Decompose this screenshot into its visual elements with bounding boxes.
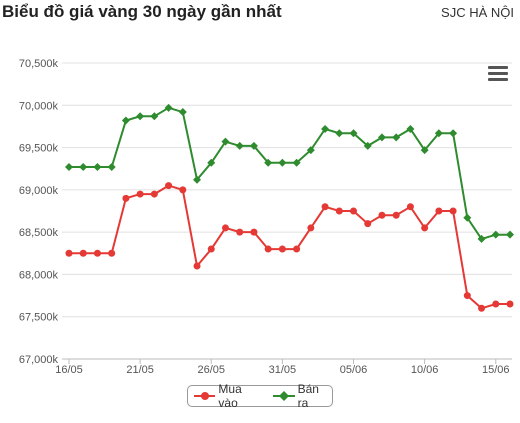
data-point-ban-ra	[150, 112, 159, 121]
data-point-ban-ra	[449, 129, 458, 138]
y-tick-label: 67,000k	[19, 354, 59, 366]
hamburger-menu-icon[interactable]	[488, 66, 508, 82]
y-tick-label: 70,500k	[19, 58, 59, 70]
data-point-mua-vao	[463, 292, 471, 300]
data-point-mua-vao	[335, 207, 343, 215]
data-point-mua-vao	[136, 190, 144, 198]
data-point-mua-vao	[321, 203, 329, 211]
data-point-mua-vao	[221, 224, 229, 232]
data-point-mua-vao	[65, 249, 73, 257]
data-point-mua-vao	[165, 182, 173, 190]
data-point-mua-vao	[264, 245, 272, 253]
data-point-mua-vao	[250, 228, 258, 236]
data-point-mua-vao	[364, 220, 372, 228]
data-point-ban-ra	[292, 158, 301, 167]
data-point-ban-ra	[321, 124, 330, 133]
data-point-ban-ra	[107, 163, 116, 172]
data-point-mua-vao	[307, 224, 315, 232]
data-point-ban-ra	[79, 163, 88, 172]
data-point-ban-ra	[207, 158, 216, 167]
data-point-mua-vao	[293, 245, 301, 253]
data-point-ban-ra	[491, 230, 500, 239]
data-point-mua-vao	[79, 249, 87, 257]
data-point-ban-ra	[193, 175, 202, 184]
chart-title: Biểu đồ giá vàng 30 ngày gần nhất	[2, 2, 282, 21]
data-point-mua-vao	[236, 228, 244, 236]
data-point-mua-vao	[435, 207, 443, 215]
data-point-mua-vao	[93, 249, 101, 257]
data-point-mua-vao	[278, 245, 286, 253]
location-label: SJC HÀ NỘI	[441, 5, 514, 20]
data-point-mua-vao	[506, 300, 514, 308]
data-point-ban-ra	[221, 137, 230, 146]
legend-marker-ban-ra	[273, 391, 295, 401]
data-point-mua-vao	[449, 207, 457, 215]
data-point-ban-ra	[121, 116, 130, 125]
series-line-ban-ra	[69, 106, 510, 241]
data-point-ban-ra	[363, 141, 372, 150]
data-point-ban-ra	[306, 146, 315, 155]
data-point-ban-ra	[377, 133, 386, 142]
data-point-mua-vao	[207, 245, 215, 253]
legend-label-mua-vao: Mua vào	[218, 382, 242, 410]
data-point-mua-vao	[122, 194, 130, 202]
data-point-ban-ra	[335, 129, 344, 138]
data-point-mua-vao	[179, 186, 187, 194]
data-point-mua-vao	[478, 304, 486, 312]
x-tick-label: 16/05	[55, 364, 83, 376]
data-point-ban-ra	[235, 141, 244, 150]
x-tick-label: 15/06	[482, 364, 510, 376]
data-point-mua-vao	[378, 211, 386, 219]
legend-item-ban-ra[interactable]: Bán ra	[273, 382, 332, 410]
data-point-ban-ra	[434, 129, 443, 138]
data-point-ban-ra	[349, 129, 358, 138]
data-point-ban-ra	[93, 163, 102, 172]
y-tick-label: 70,000k	[19, 100, 59, 112]
data-point-ban-ra	[264, 158, 273, 167]
data-point-mua-vao	[150, 190, 158, 198]
x-tick-label: 21/05	[126, 364, 154, 376]
legend-label-ban-ra: Bán ra	[297, 382, 319, 410]
y-tick-label: 68,500k	[19, 227, 59, 239]
data-point-mua-vao	[193, 262, 201, 270]
data-point-mua-vao	[421, 224, 429, 232]
data-point-mua-vao	[406, 203, 414, 211]
data-point-ban-ra	[406, 124, 415, 133]
data-point-ban-ra	[420, 146, 429, 155]
y-tick-label: 69,500k	[19, 143, 59, 155]
y-tick-label: 68,000k	[19, 269, 59, 281]
data-point-ban-ra	[164, 103, 173, 112]
data-point-mua-vao	[392, 211, 400, 219]
data-point-ban-ra	[278, 158, 287, 167]
data-point-ban-ra	[249, 141, 258, 150]
data-point-ban-ra	[392, 133, 401, 142]
data-point-ban-ra	[136, 112, 145, 121]
legend: Mua vào Bán ra	[187, 382, 333, 410]
data-point-ban-ra	[65, 163, 73, 172]
y-tick-label: 69,000k	[19, 185, 59, 197]
x-tick-label: 31/05	[269, 364, 297, 376]
y-tick-label: 67,500k	[19, 312, 59, 324]
data-point-mua-vao	[492, 300, 500, 308]
data-point-ban-ra	[477, 234, 486, 243]
legend-item-mua-vao[interactable]: Mua vào	[194, 382, 263, 410]
x-tick-label: 26/05	[197, 364, 225, 376]
data-point-mua-vao	[350, 207, 358, 215]
x-tick-label: 05/06	[340, 364, 368, 376]
legend-marker-mua-vao	[194, 392, 216, 400]
series-line-mua-vao	[69, 184, 510, 310]
data-point-ban-ra	[178, 108, 187, 117]
data-point-ban-ra	[506, 230, 514, 239]
data-point-mua-vao	[108, 249, 116, 257]
data-point-ban-ra	[463, 213, 472, 222]
x-tick-label: 10/06	[411, 364, 439, 376]
